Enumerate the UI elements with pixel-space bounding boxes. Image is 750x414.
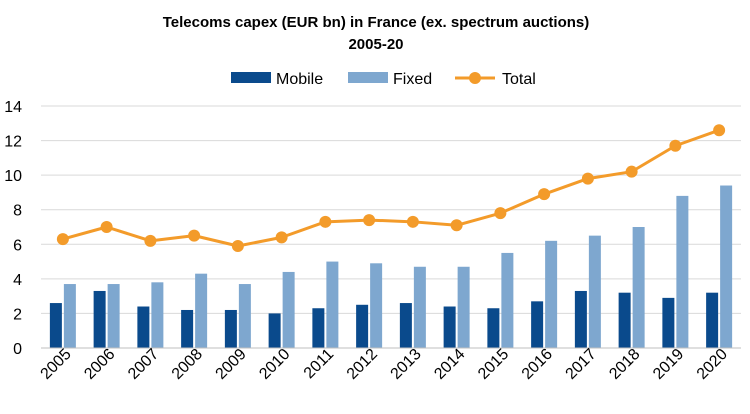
bar-mobile — [443, 306, 456, 348]
x-tick-label: 2011 — [301, 346, 337, 382]
total-point — [581, 172, 594, 185]
bar-mobile — [356, 304, 369, 348]
chart-title: Telecoms capex (EUR bn) in France (ex. s… — [163, 14, 590, 31]
x-tick-label: 2019 — [650, 346, 687, 383]
total-point — [100, 221, 113, 233]
total-point — [275, 231, 288, 244]
legend-swatch-mobile — [231, 72, 271, 83]
y-tick-label: 0 — [13, 341, 22, 358]
bar-fixed — [588, 235, 601, 348]
bar-mobile — [93, 290, 106, 348]
bar-mobile — [224, 309, 237, 348]
chart-subtitle: 2005-20 — [348, 36, 403, 53]
bar-fixed — [282, 271, 295, 348]
bar-fixed — [195, 273, 208, 348]
x-tick-label: 2016 — [519, 346, 556, 383]
bar-fixed — [151, 282, 164, 348]
total-point — [319, 215, 332, 228]
bar-fixed — [720, 185, 733, 348]
bar-mobile — [49, 303, 62, 348]
legend-label-total: Total — [502, 71, 536, 88]
total-point — [713, 124, 726, 137]
x-tick-label: 2007 — [125, 346, 162, 383]
total-point — [538, 188, 551, 201]
total-point — [406, 215, 419, 228]
x-tick-label: 2005 — [38, 346, 75, 383]
x-tick-label: 2010 — [256, 346, 293, 383]
bars — [49, 185, 733, 348]
bar-mobile — [268, 313, 281, 348]
bar-fixed — [107, 284, 120, 348]
x-tick-label: 2008 — [169, 346, 206, 383]
bar-mobile — [706, 292, 719, 348]
y-tick-label: 2 — [13, 306, 22, 323]
y-tick-label: 12 — [4, 134, 22, 151]
y-tick-label: 10 — [4, 168, 22, 185]
x-tick-label: 2015 — [475, 346, 512, 383]
y-tick-label: 4 — [13, 272, 22, 289]
total-line — [56, 124, 726, 253]
bar-fixed — [326, 261, 339, 348]
x-axis: 2005 2006 2007 2008 2009 2010 2011 2012 2013 2014… — [38, 346, 732, 383]
bar-fixed — [501, 252, 514, 348]
legend-marker-total — [469, 72, 481, 84]
x-tick-label: 2006 — [81, 346, 118, 383]
x-tick-label: 2012 — [344, 346, 381, 383]
x-tick-label: 2014 — [431, 346, 468, 383]
legend-label-mobile: Mobile — [276, 71, 323, 88]
bar-fixed — [413, 266, 426, 348]
y-tick-label: 6 — [13, 237, 22, 254]
bar-mobile — [487, 308, 500, 348]
bar-mobile — [312, 308, 325, 348]
total-point — [231, 240, 244, 253]
y-tick-label: 14 — [4, 99, 22, 116]
total-point — [188, 229, 201, 242]
x-tick-label: 2013 — [388, 346, 425, 383]
y-axis: 0 2 4 6 8 10 12 14 — [4, 99, 22, 358]
bar-fixed — [63, 284, 76, 348]
total-point — [494, 207, 507, 220]
bar-mobile — [618, 292, 631, 348]
bar-mobile — [531, 301, 544, 348]
bar-fixed — [676, 195, 689, 348]
bar-mobile — [137, 306, 150, 348]
y-tick-label: 8 — [13, 203, 22, 220]
x-tick-label: 2009 — [213, 346, 250, 383]
bar-mobile — [399, 303, 412, 348]
x-tick-label: 2020 — [694, 346, 731, 383]
total-line-path — [62, 128, 720, 248]
bar-fixed — [632, 227, 645, 348]
bar-mobile — [662, 297, 675, 348]
x-tick-label: 2018 — [606, 346, 643, 383]
bar-fixed — [370, 263, 383, 348]
total-point — [450, 219, 463, 232]
total-point — [363, 214, 376, 227]
legend-label-fixed: Fixed — [393, 71, 432, 88]
total-point — [625, 165, 638, 178]
bar-fixed — [457, 266, 470, 348]
bar-mobile — [574, 290, 587, 348]
x-tick-label: 2017 — [563, 346, 600, 383]
total-point — [56, 233, 69, 246]
bar-fixed — [238, 284, 251, 348]
total-point — [669, 139, 682, 152]
bar-mobile — [181, 309, 194, 348]
legend-swatch-fixed — [348, 72, 388, 83]
legend: Mobile Fixed Total — [231, 71, 536, 88]
total-point — [144, 234, 157, 247]
bar-fixed — [545, 240, 558, 348]
